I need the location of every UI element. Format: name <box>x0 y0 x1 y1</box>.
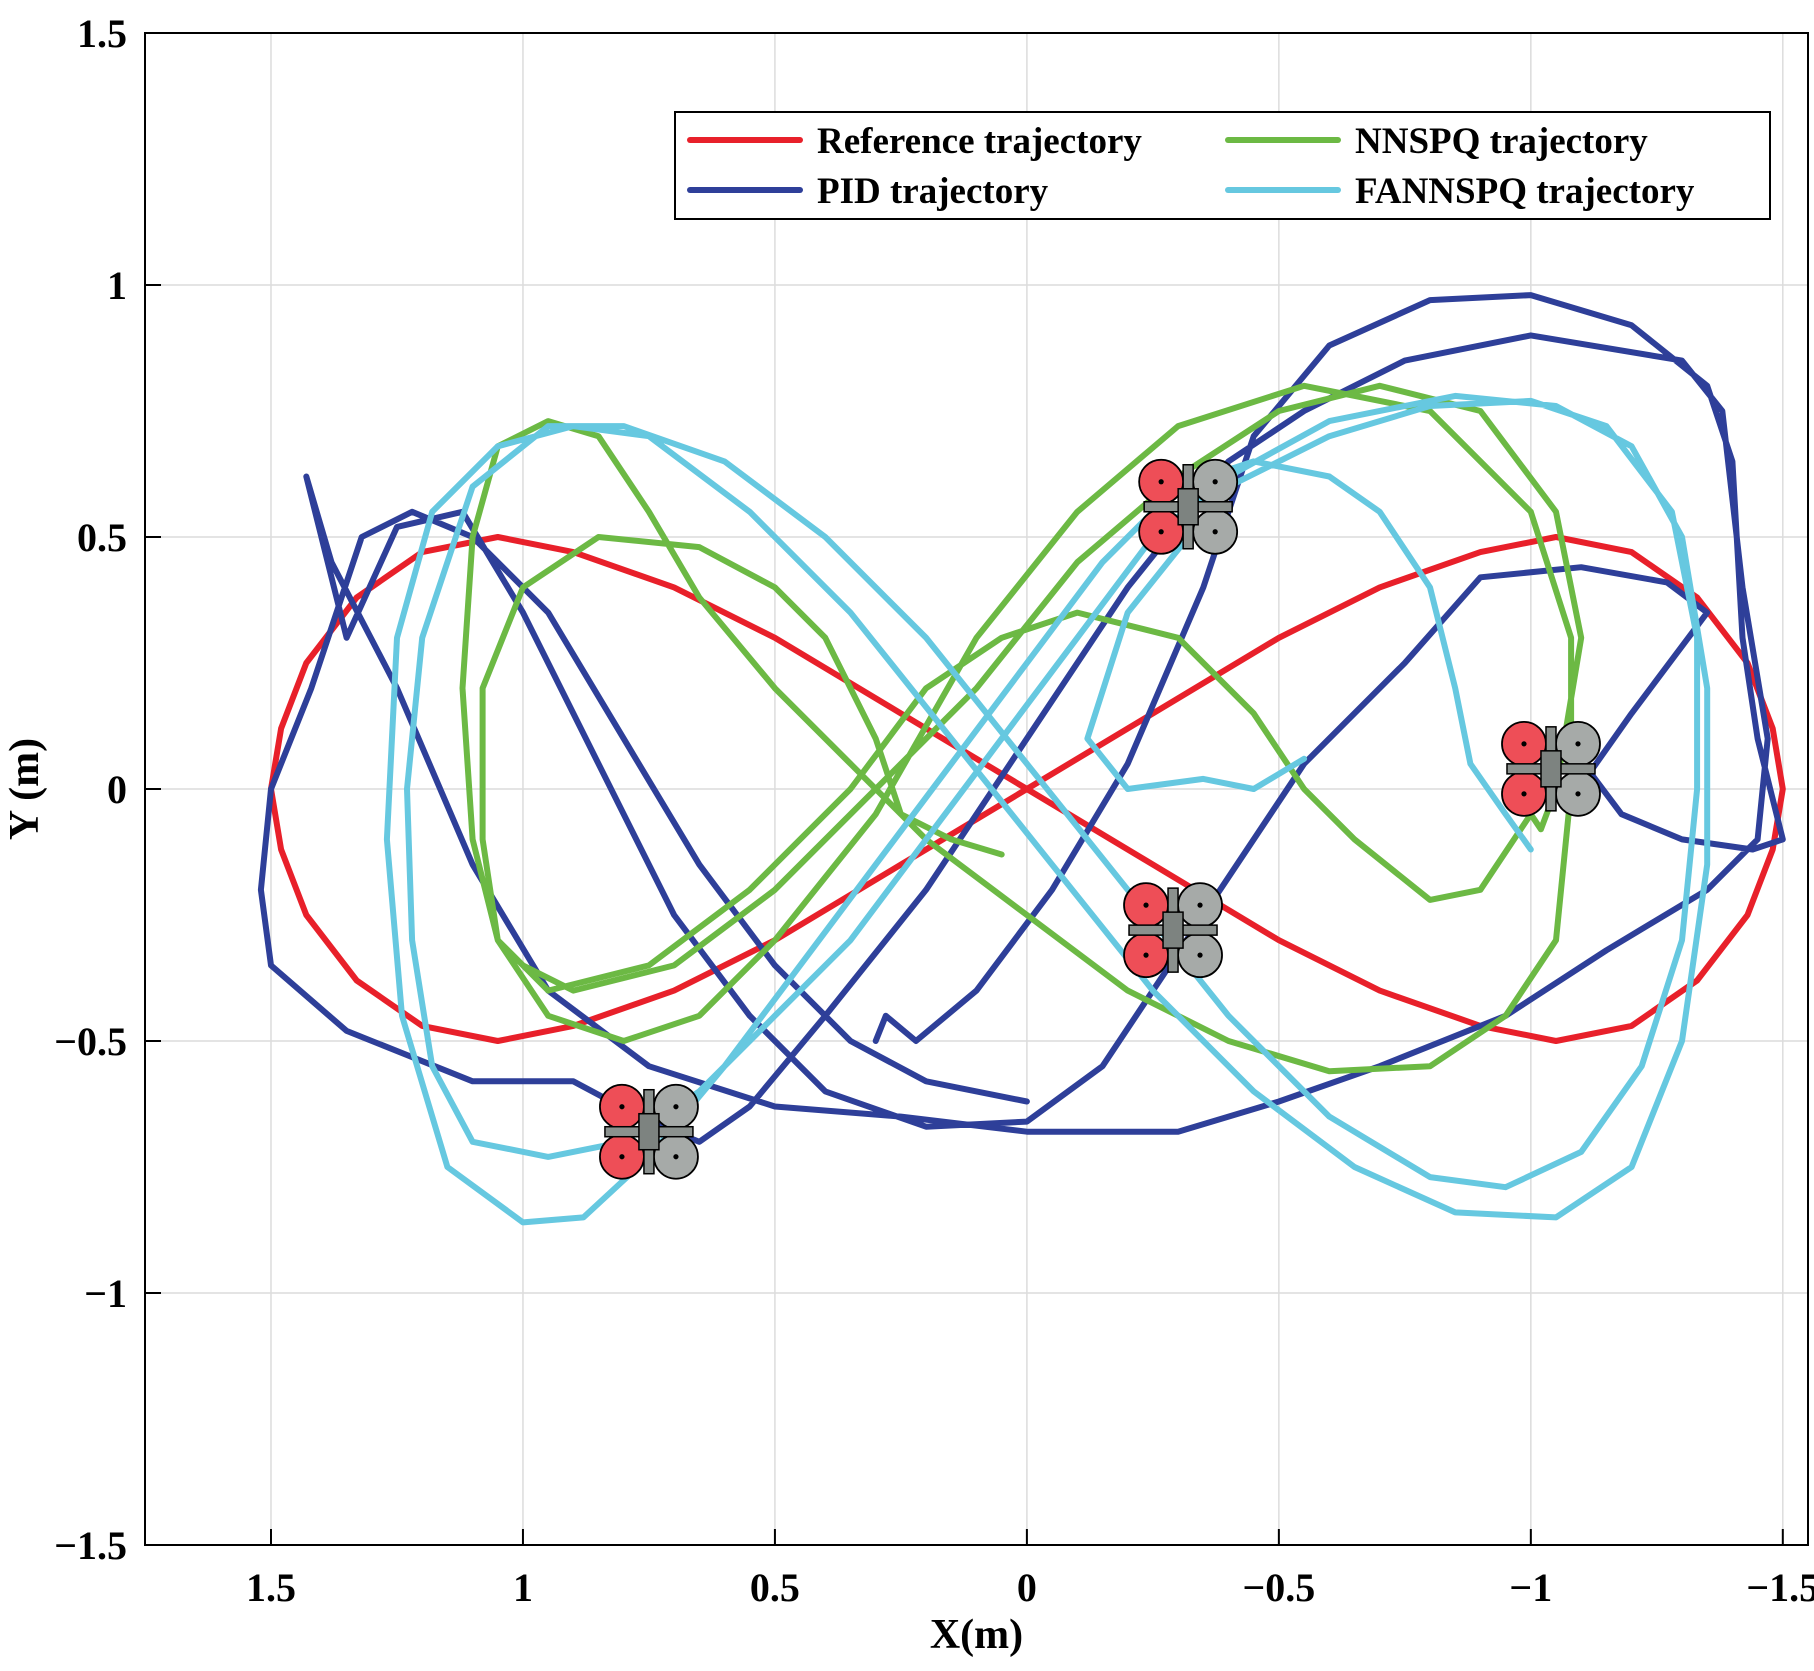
rotor-hub <box>673 1154 679 1160</box>
y-tick-label: 0.5 <box>77 515 127 560</box>
legend-box <box>674 111 1771 220</box>
y-axis-title: Y (m) <box>2 738 48 840</box>
rotor-hub <box>1143 902 1149 908</box>
quadrotor-icon <box>1138 458 1239 555</box>
rotor-hub <box>619 1154 625 1160</box>
tick-labels: 1.5 1 0.5 0 −0.5 −1 −1.5 1.5 1 0.5 0 −0.5 −1 −1.5 <box>54 11 1814 1610</box>
drone-body <box>1177 488 1199 526</box>
legend-label-fannspq: FANNSPQ trajectory <box>1355 171 1695 212</box>
quadrotor-icon <box>1501 720 1601 817</box>
rotor-hub <box>1158 529 1164 535</box>
rotor-hub <box>1197 902 1203 908</box>
x-tick-label: −0.5 <box>1242 1565 1315 1610</box>
rotor-hub <box>1575 791 1581 797</box>
ticks <box>145 32 1784 1546</box>
x-tick-label: 0 <box>1017 1565 1037 1610</box>
rotor-hub <box>1212 529 1218 535</box>
legend-label-nnspq: NNSPQ trajectory <box>1355 121 1648 162</box>
series-line-nnspq-trajectory <box>459 382 1585 1075</box>
rotor-hub <box>1521 741 1527 747</box>
rotor-hub <box>1143 952 1149 958</box>
quadrotor-icon <box>599 1083 699 1180</box>
legend-label-reference: Reference trajectory <box>817 121 1142 162</box>
x-tick-label: −1 <box>1509 1565 1552 1610</box>
x-tick-label: −1.5 <box>1746 1565 1814 1610</box>
y-tick-label: 1.5 <box>77 11 127 56</box>
series-line-pid-trajectory <box>257 292 1786 1145</box>
series-line-reference-trajectory <box>268 534 1786 1044</box>
drone-body <box>638 1112 660 1151</box>
x-axis-title: X(m) <box>930 1612 1023 1658</box>
rotor-hub <box>1197 952 1203 958</box>
y-tick-label: 1 <box>107 263 127 308</box>
rotor-hub <box>1158 479 1164 485</box>
drone-body <box>1540 750 1562 788</box>
y-tick-label: −1.5 <box>54 1523 127 1568</box>
quadrotor-icon <box>1123 882 1223 979</box>
x-tick-label: 0.5 <box>750 1565 800 1610</box>
legend-label-pid: PID trajectory <box>817 171 1049 212</box>
y-tick-label: −0.5 <box>54 1019 127 1064</box>
drone-body <box>1162 911 1184 949</box>
rotor-hub <box>673 1104 679 1110</box>
legend: Reference trajectory NNSPQ trajectory PI… <box>674 111 1771 220</box>
drone-layer <box>599 458 1601 1180</box>
y-tick-label: 0 <box>107 767 127 812</box>
y-tick-label: −1 <box>84 1271 127 1316</box>
rotor-hub <box>1575 741 1581 747</box>
rotor-hub <box>619 1104 625 1110</box>
rotor-hub <box>1212 479 1218 485</box>
x-tick-label: 1 <box>513 1565 533 1610</box>
rotor-hub <box>1521 791 1527 797</box>
x-tick-label: 1.5 <box>246 1565 296 1610</box>
